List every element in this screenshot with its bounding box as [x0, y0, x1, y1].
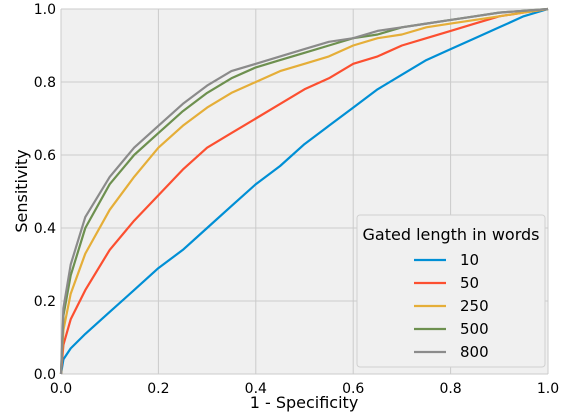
x-tick-label: 0.4 [245, 381, 267, 397]
y-axis-label: Sensitivity [12, 149, 31, 232]
x-tick-label: 0.8 [439, 381, 461, 397]
series-line-10 [59, 7, 549, 375]
y-tick-labels: 0.0 0.2 0.4 0.6 0.8 1.0 [34, 2, 56, 383]
legend-label-250: 250 [460, 297, 489, 315]
legend-label-500: 500 [460, 320, 489, 338]
x-tick-label: 0.6 [342, 381, 364, 397]
series-line-50 [59, 7, 549, 375]
legend-items: 10 50 250 500 800 [414, 251, 489, 361]
x-tick-label: 1.0 [537, 381, 559, 397]
y-tick-label: 0.2 [34, 294, 56, 310]
y-tick-label: 0.0 [34, 367, 56, 383]
legend-box [356, 214, 546, 368]
legend-label-10: 10 [460, 251, 479, 269]
x-tick-label: 0.2 [147, 381, 169, 397]
x-axis-label: 1 - Specificity [250, 393, 359, 412]
legend: Gated length in words 10 50 250 500 800 [356, 214, 546, 368]
legend-label-50: 50 [460, 274, 479, 292]
y-tick-label: 0.6 [34, 148, 56, 164]
grid [60, 8, 549, 375]
x-tick-label: 0.0 [50, 381, 72, 397]
y-tick-label: 0.8 [34, 75, 56, 91]
series-lines [59, 7, 549, 375]
legend-label-800: 800 [460, 343, 489, 361]
series-line-250 [59, 7, 549, 375]
y-tick-label: 1.0 [34, 2, 56, 18]
y-tick-label: 0.4 [34, 221, 56, 237]
x-tick-labels: 0.0 0.2 0.4 0.6 0.8 1.0 [50, 381, 559, 397]
legend-title: Gated length in words [363, 225, 540, 244]
series-line-800 [59, 7, 549, 375]
